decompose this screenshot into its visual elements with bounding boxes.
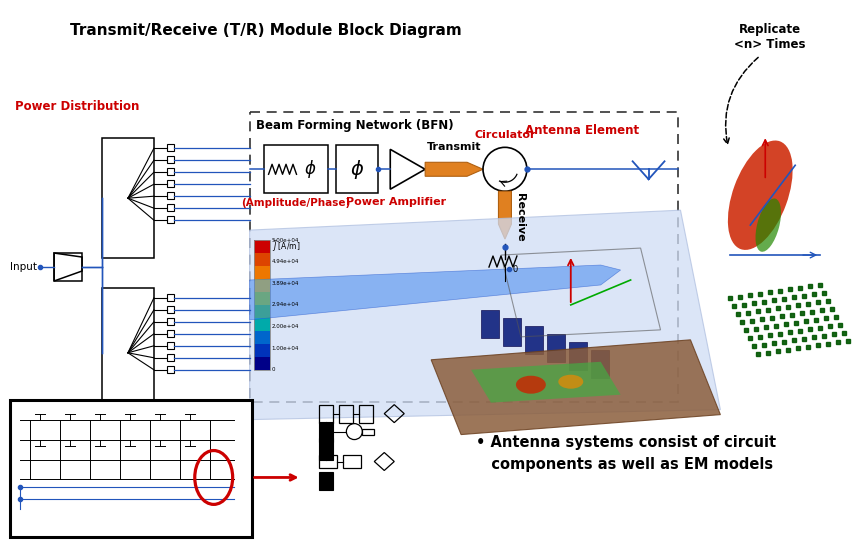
Text: (Amplitude/Phase): (Amplitude/Phase)	[240, 198, 350, 208]
Bar	[336, 145, 378, 193]
Ellipse shape	[558, 375, 583, 389]
Text: Receive: Receive	[515, 193, 525, 241]
FancyArrow shape	[426, 162, 483, 176]
Bar	[339, 405, 353, 422]
Bar	[250, 112, 678, 402]
Bar	[343, 454, 362, 469]
Polygon shape	[250, 210, 721, 420]
Bar	[167, 342, 174, 349]
Bar	[591, 350, 609, 378]
Text: Circulator: Circulator	[474, 130, 535, 140]
Text: 0: 0	[513, 265, 518, 273]
Bar	[253, 357, 270, 370]
Bar	[253, 318, 270, 331]
Bar	[10, 400, 252, 537]
Bar	[167, 180, 174, 187]
Bar	[481, 310, 499, 338]
Text: Beam Forming Network (BFN): Beam Forming Network (BFN)	[255, 119, 453, 133]
Text: $\phi$: $\phi$	[304, 158, 317, 180]
Bar	[503, 318, 521, 346]
Ellipse shape	[516, 376, 546, 394]
Polygon shape	[431, 340, 721, 434]
Bar	[167, 216, 174, 223]
Text: 5.00e+04: 5.00e+04	[272, 238, 299, 243]
Bar	[167, 204, 174, 211]
Bar	[167, 306, 174, 313]
Polygon shape	[250, 265, 621, 320]
Bar	[167, 330, 174, 337]
Text: 2.00e+04: 2.00e+04	[272, 324, 299, 329]
Bar	[362, 428, 375, 434]
Ellipse shape	[755, 199, 781, 252]
Ellipse shape	[727, 140, 792, 250]
Bar	[253, 279, 270, 293]
Bar	[167, 168, 174, 175]
Bar	[264, 145, 329, 193]
Bar	[359, 405, 374, 422]
Bar	[167, 144, 174, 151]
Text: $\vec{J}$ [A/m]: $\vec{J}$ [A/m]	[272, 238, 300, 254]
Bar	[167, 192, 174, 199]
Bar	[167, 366, 174, 373]
Bar	[547, 334, 565, 362]
Bar	[54, 253, 82, 281]
Bar	[253, 292, 270, 305]
Bar	[319, 472, 333, 491]
Bar	[253, 266, 270, 279]
FancyArrow shape	[498, 191, 511, 239]
Bar	[319, 438, 333, 459]
Polygon shape	[471, 362, 621, 403]
Bar	[253, 253, 270, 267]
Bar	[319, 405, 333, 422]
Text: 1.00e+04: 1.00e+04	[272, 345, 299, 351]
Bar	[253, 305, 270, 318]
Bar	[253, 331, 270, 344]
Bar	[253, 240, 270, 370]
Bar	[319, 422, 333, 442]
Text: 2.94e+04: 2.94e+04	[272, 302, 299, 307]
Bar	[569, 342, 586, 370]
Bar	[253, 240, 270, 254]
Text: • Antenna systems consist of circuit
   components as well as EM models: • Antenna systems consist of circuit com…	[476, 434, 776, 472]
Text: Input: Input	[10, 262, 37, 272]
Text: Power Distribution: Power Distribution	[15, 101, 139, 113]
Text: 0: 0	[272, 367, 275, 372]
Bar	[167, 354, 174, 361]
Text: 4.94e+04: 4.94e+04	[272, 259, 299, 264]
Text: $\phi$: $\phi$	[350, 158, 364, 181]
Bar	[102, 288, 154, 417]
Bar	[253, 344, 270, 358]
Bar	[167, 156, 174, 163]
Text: 3.89e+04: 3.89e+04	[272, 281, 299, 286]
Bar	[102, 139, 154, 258]
Text: Transmit: Transmit	[426, 142, 481, 152]
Text: Replicate
<n> Times: Replicate <n> Times	[734, 23, 806, 51]
Bar	[525, 326, 543, 354]
Bar	[167, 318, 174, 325]
Text: Power Amplifier: Power Amplifier	[346, 197, 446, 207]
Text: Antenna Element: Antenna Element	[525, 124, 639, 138]
Bar	[319, 454, 337, 469]
Text: Transmit/Receive (T/R) Module Block Diagram: Transmit/Receive (T/R) Module Block Diag…	[70, 23, 462, 37]
Bar	[167, 294, 174, 301]
